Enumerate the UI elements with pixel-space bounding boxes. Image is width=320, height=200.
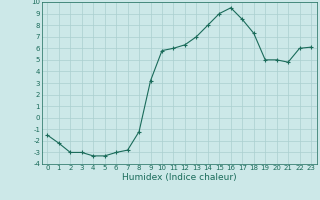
X-axis label: Humidex (Indice chaleur): Humidex (Indice chaleur) xyxy=(122,173,236,182)
